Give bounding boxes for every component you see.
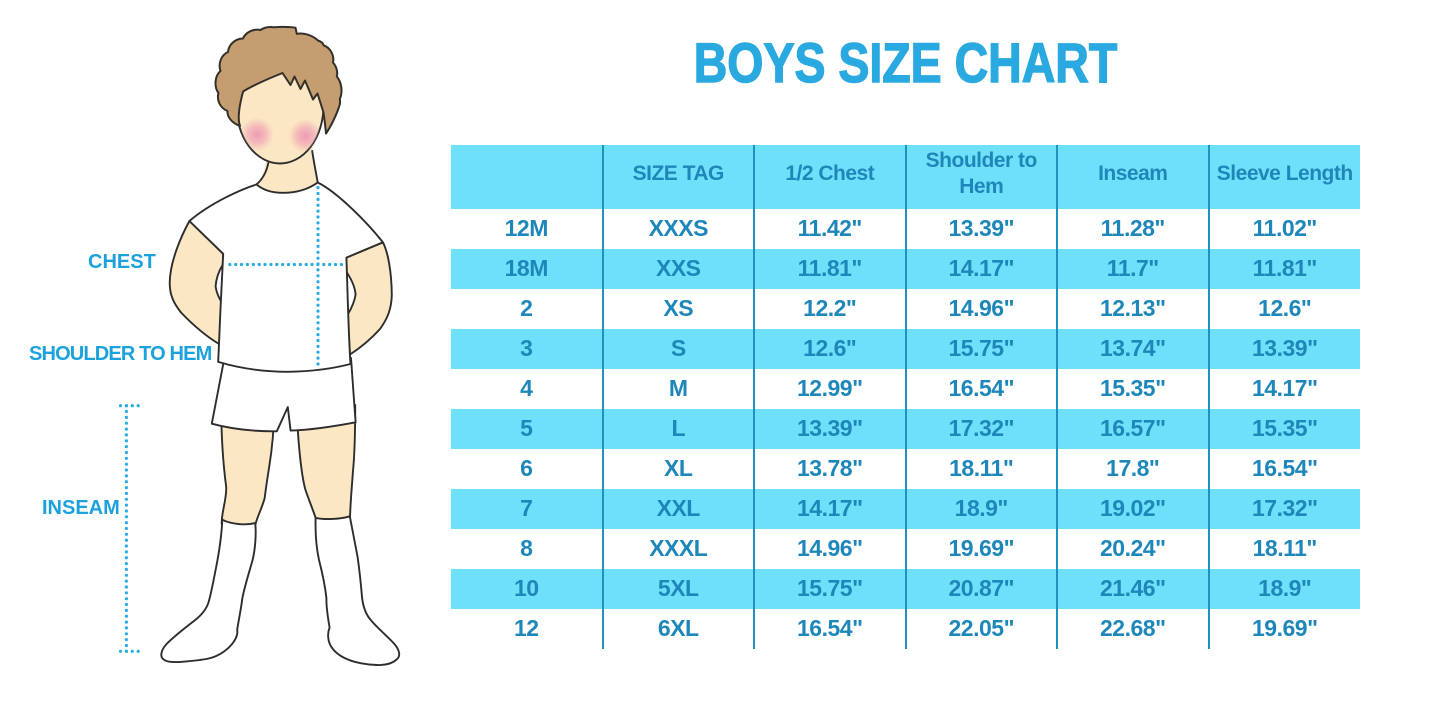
svg-text:INSEAM: INSEAM (42, 497, 120, 519)
svg-text:SHOULDER TO HEM: SHOULDER TO HEM (29, 343, 212, 365)
svg-text:CHEST: CHEST (88, 251, 156, 273)
